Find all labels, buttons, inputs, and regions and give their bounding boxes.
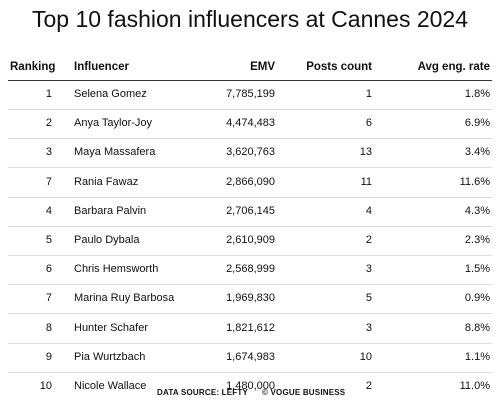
table-cell: Nicole Wallace	[74, 380, 147, 392]
table-cell: 11.6%	[459, 175, 490, 188]
row-rule	[8, 109, 492, 110]
table-cell: 7,785,199	[226, 88, 275, 100]
table-cell: 3	[365, 321, 372, 334]
row-rule	[8, 255, 492, 256]
credit: © VOGUE BUSINESS	[262, 388, 346, 397]
table-cell: 13	[359, 146, 372, 159]
table-cell: Maya Massafera	[74, 146, 156, 159]
table-cell: 2,706,145	[226, 204, 275, 217]
table-cell: 1.8%	[464, 88, 490, 100]
table-cell: Hunter Schafer	[74, 321, 148, 334]
table-cell: 11	[360, 175, 372, 188]
row-rule	[8, 226, 492, 227]
table-cell: 2.3%	[464, 234, 490, 246]
table-cell: 5	[365, 292, 372, 305]
table-cell: Chris Hemsworth	[74, 263, 159, 276]
column-header: Avg eng. rate	[417, 61, 490, 73]
table-cell: 6	[45, 263, 52, 276]
row-rule	[8, 343, 492, 344]
column-header: EMV	[250, 61, 275, 73]
table-cell: Paulo Dybala	[74, 234, 140, 246]
table-cell: 10	[39, 380, 52, 392]
table-cell: 1	[365, 88, 372, 100]
table-cell: 4,474,483	[226, 117, 275, 130]
table-cell: 1.1%	[464, 350, 490, 363]
table-cell: 3.4%	[464, 146, 490, 159]
table-cell: 2,610,909	[226, 234, 275, 246]
table-cell: 10	[359, 350, 372, 363]
table-cell: 1,821,612	[226, 321, 275, 334]
row-rule	[8, 372, 492, 373]
table-cell: 3,620,763	[226, 146, 275, 159]
table-cell: 1.5%	[464, 263, 490, 276]
table-cell: Marina Ruy Barbosa	[74, 292, 175, 305]
table-cell: 2,866,090	[226, 175, 275, 188]
row-rule	[8, 167, 492, 168]
row-rule	[8, 313, 492, 314]
table-cell: 4.3%	[464, 204, 490, 217]
row-rule	[8, 138, 492, 139]
table-cell: Barbara Palvin	[74, 204, 147, 217]
table-cell: 2	[365, 380, 372, 392]
row-rule	[8, 284, 492, 285]
table-cell: 6	[365, 117, 372, 130]
table-cell: 3	[365, 263, 372, 276]
table-cell: 11.0%	[459, 380, 490, 392]
table-cell: Rania Fawaz	[74, 175, 139, 188]
table-cell: 8	[45, 321, 52, 334]
table-cell: 4	[45, 204, 52, 217]
table-cell: 7	[45, 292, 52, 305]
header-rule	[8, 80, 492, 81]
table-cell: 4	[365, 204, 372, 217]
table-cell: 3	[45, 146, 52, 159]
table-cell: 1	[45, 88, 52, 100]
table-cell: Anya Taylor-Joy	[74, 117, 153, 130]
table-cell: Pia Wurtzbach	[74, 350, 146, 363]
table-cell: 2	[45, 117, 52, 130]
table-cell: 5	[45, 234, 52, 246]
table-cell: 2	[365, 234, 372, 246]
table-cell: 1,674,983	[226, 350, 275, 363]
table-cell: 1,480,000	[226, 380, 275, 392]
table-cell: Selena Gomez	[74, 88, 147, 100]
source: DATA SOURCE: LEFTY	[157, 388, 249, 397]
table-cell: 0.9%	[464, 292, 490, 305]
column-header: Ranking	[10, 61, 56, 73]
table-cell: 1,969,830	[226, 292, 275, 305]
table-cell: 8.8%	[464, 321, 490, 334]
table-cell: 9	[45, 350, 52, 363]
table-cell: 2,568,999	[226, 263, 275, 276]
row-rule	[8, 197, 492, 198]
table-cell: 6.9%	[464, 117, 490, 130]
column-header: Posts count	[306, 61, 372, 73]
title: Top 10 fashion influencers at Cannes 202…	[31, 6, 469, 32]
table-cell: 7	[45, 175, 52, 188]
column-header: Influencer	[74, 61, 129, 73]
